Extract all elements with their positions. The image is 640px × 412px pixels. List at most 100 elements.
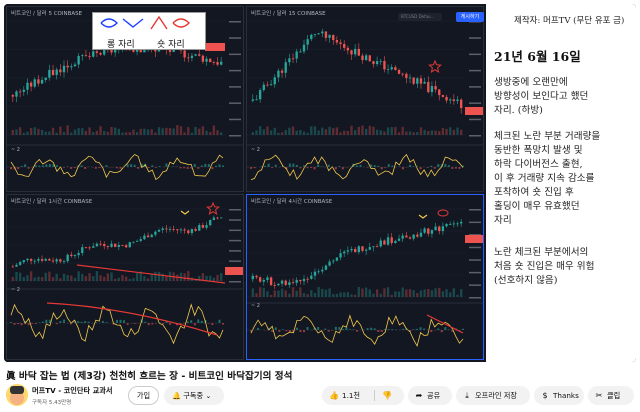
histogram-bar: [320, 166, 323, 167]
candle-body: [408, 237, 412, 239]
histogram-bar: [200, 165, 203, 167]
volume-bar: [135, 272, 139, 281]
histogram-bar: [119, 167, 122, 169]
volume-bar: [423, 129, 426, 135]
candle-body: [29, 258, 33, 261]
volume-bar: [354, 294, 357, 297]
volume-bar: [106, 273, 110, 281]
volume-bar: [212, 125, 216, 135]
volume-bar: [397, 291, 401, 297]
volume-bar: [77, 271, 80, 281]
histogram-bar: [45, 319, 48, 323]
candle-body: [168, 229, 172, 231]
candle-body: [324, 31, 328, 38]
histogram-bar: [250, 167, 252, 169]
price-tick: [229, 219, 241, 221]
candle-body: [438, 89, 441, 96]
candle-body: [59, 259, 62, 262]
histogram-bar: [52, 164, 55, 167]
volume-bar: [291, 287, 295, 297]
indicator-label: ~ 2: [11, 147, 20, 153]
thanks-button[interactable]: $ Thanks: [534, 386, 584, 405]
histogram-bar: [391, 329, 394, 330]
volume-bar: [135, 132, 139, 135]
candle-body: [416, 234, 419, 237]
volume-bar: [77, 127, 80, 135]
join-button[interactable]: 가입: [128, 386, 159, 405]
thanks-icon: $: [542, 391, 548, 400]
histogram-bar: [190, 320, 193, 323]
histogram-bar: [398, 166, 401, 167]
candle-body: [277, 70, 280, 78]
symbol-search[interactable]: BTCUSD Defau...: [398, 13, 442, 21]
price-tick: [229, 21, 241, 23]
volume-bar: [262, 129, 265, 135]
candle-body: [11, 95, 14, 97]
candle-body: [438, 226, 441, 232]
candle-body: [368, 55, 371, 62]
volume-bar: [220, 132, 223, 135]
candle-body: [183, 50, 186, 58]
histogram-bar: [451, 330, 454, 332]
histogram-bar: [380, 167, 383, 170]
annotation-notes: 제작자: 머프TV (무단 유포 금) 21년 6월 16일 생방중에 오랜만에…: [486, 4, 636, 362]
histogram-bar: [126, 323, 129, 325]
video-player[interactable]: 비트코인 / 달러 5 COINBASE ~ 2 비트코인 / 달러 15 CO…: [4, 4, 636, 362]
volume-bar: [397, 132, 401, 135]
histogram-bar: [183, 323, 186, 324]
thumb-down-icon[interactable]: 👎: [382, 391, 392, 400]
subscribed-button[interactable]: 🔔 구독중 ⌄: [164, 386, 224, 405]
divergence-line: [426, 314, 464, 334]
candle-body: [401, 73, 404, 75]
volume-bar: [317, 130, 320, 135]
histogram-bar: [267, 163, 270, 167]
volume-bar: [73, 277, 77, 281]
volume-bar: [412, 132, 415, 135]
histogram-bar: [451, 167, 454, 169]
candle-body: [194, 54, 197, 56]
candle-body: [15, 91, 18, 97]
candle-body: [29, 82, 33, 87]
candle-body: [220, 61, 223, 65]
channel-avatar[interactable]: [6, 384, 28, 406]
price-tick: [229, 37, 241, 39]
candle-body: [335, 40, 339, 43]
publish-button[interactable]: 게시하기: [456, 12, 484, 22]
candle-body: [361, 246, 364, 251]
candle-body: [335, 257, 339, 261]
histogram-bar: [200, 320, 203, 323]
histogram-bar: [412, 329, 415, 330]
channel-name[interactable]: 머프TV - 코인단타 교과서: [32, 386, 113, 395]
histogram-bar: [66, 166, 69, 167]
candle-body: [212, 217, 216, 221]
volume-bar: [128, 278, 131, 281]
candle-body: [460, 221, 463, 224]
volume-bar: [405, 289, 408, 297]
candle-body: [114, 49, 117, 53]
histogram-bar: [105, 322, 108, 323]
candle-body: [103, 244, 106, 247]
histogram-bar: [77, 321, 80, 323]
volume-bar: [110, 272, 113, 281]
volume-bar: [84, 276, 88, 281]
volume-bar: [165, 127, 168, 135]
chart-title: 비트코인 / 달러 1시간 COINBASE: [11, 199, 93, 205]
share-button[interactable]: ➦ 공유: [408, 386, 452, 405]
candle-body: [143, 235, 146, 240]
chart-title: 비트코인 / 달러 15 COINBASE: [251, 11, 326, 17]
offline-save-button[interactable]: ⤓ 오프라인 저장: [456, 386, 530, 405]
histogram-bar: [34, 323, 37, 325]
volume-bar: [22, 277, 25, 281]
price-axis: [465, 7, 483, 191]
clip-button[interactable]: ✂ 클립: [588, 386, 634, 405]
volume-bar: [434, 288, 437, 297]
histogram-bar: [306, 167, 309, 169]
histogram-bar: [165, 321, 168, 323]
histogram-bar: [123, 320, 126, 323]
volume-bar: [419, 127, 423, 135]
candle-body: [401, 235, 404, 239]
candle-body: [460, 99, 463, 109]
like-button[interactable]: 👍 1.1천 👎: [322, 386, 404, 405]
volume-bar: [110, 127, 113, 135]
volume-bar: [124, 132, 128, 135]
